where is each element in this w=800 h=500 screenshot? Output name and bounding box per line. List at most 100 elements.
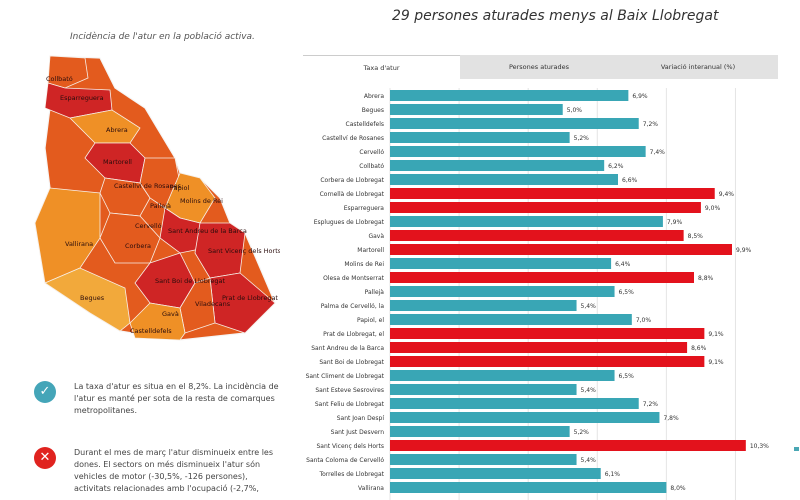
bar[interactable]	[390, 188, 715, 199]
chart-tabs: Taxa d'atur Persones aturades Variació i…	[303, 55, 778, 80]
bar[interactable]	[390, 160, 605, 171]
map-label: Papiol	[170, 184, 190, 192]
value-label: 9,1%	[708, 359, 724, 366]
bar[interactable]	[390, 146, 646, 157]
category-label: Martorell	[357, 247, 384, 254]
bar[interactable]	[390, 384, 577, 395]
value-label: 9,4%	[719, 191, 735, 198]
category-label: Esparreguera	[344, 205, 385, 212]
category-label: Sant Climent de Llobregat	[306, 373, 385, 380]
value-label: 10,3%	[750, 443, 769, 450]
value-label: 6,2%	[608, 163, 624, 170]
map-label: Martorell	[103, 158, 132, 166]
category-label: Castellví de Rosanes	[322, 135, 384, 142]
category-label: Santa Coloma de Cervelló	[306, 457, 384, 464]
bar[interactable]	[390, 398, 639, 409]
map-label: Pallejà	[150, 202, 171, 210]
category-label: Papiol, el	[357, 317, 384, 324]
bar[interactable]	[390, 356, 705, 367]
value-label: 5,4%	[581, 387, 597, 394]
map-label: Sant Boi de Llobregat	[155, 277, 226, 285]
map-label: Vallirana	[65, 240, 93, 248]
map-label: Viladecans	[195, 300, 231, 308]
check-icon: ✓	[34, 381, 56, 403]
bar[interactable]	[390, 90, 629, 101]
category-label: Vallirana	[358, 485, 384, 492]
map-labels: Collbató Esparreguera Abrera Martorell C…	[46, 75, 280, 335]
category-label: Corbera de Llobregat	[320, 177, 384, 184]
bar[interactable]	[390, 132, 570, 143]
bar[interactable]	[390, 328, 705, 339]
map-label: Molins de Rei	[180, 197, 223, 205]
map-label: Prat de Llobregat	[222, 294, 278, 302]
category-label: Begues	[362, 107, 384, 114]
tab-variacio-interanual[interactable]: Variació interanual (%)	[660, 63, 736, 71]
value-label: 7,2%	[643, 121, 659, 128]
tab-persones-aturades[interactable]: Persones aturades	[508, 63, 570, 71]
value-label: 6,5%	[619, 373, 635, 380]
bar[interactable]	[390, 468, 601, 479]
value-labels: 6,9% 5,0% 7,2% 5,2% 7,4% 6,2% 6,6% 9,4% 9,0% 7,9%…	[567, 93, 769, 492]
category-label: Sant Boi de Llobregat	[319, 359, 384, 366]
category-labels: Abrera Begues Castelldefels Castellví de Ro…	[306, 93, 385, 492]
tab-taxa-atur[interactable]: Taxa d'atur	[303, 55, 460, 80]
value-label: 9,9%	[736, 247, 752, 254]
category-label: Prat de Llobregat, el	[323, 331, 384, 338]
category-label: Sant Esteve Sesrovires	[315, 387, 384, 394]
bar[interactable]	[390, 286, 615, 297]
map-region	[69, 109, 141, 144]
category-label: Sant Just Desvern	[331, 429, 385, 436]
bar[interactable]	[390, 300, 577, 311]
value-label: 8,5%	[688, 233, 704, 240]
value-label: 5,2%	[574, 429, 590, 436]
category-label: Pallejà	[365, 289, 385, 296]
bar[interactable]	[390, 314, 632, 325]
category-label: Cervelló	[359, 149, 384, 156]
value-label: 7,9%	[667, 219, 683, 226]
value-label: 7,8%	[663, 415, 679, 422]
bar[interactable]	[390, 244, 732, 255]
value-label: 6,9%	[632, 93, 648, 100]
bar[interactable]	[390, 104, 563, 115]
value-label: 8,8%	[698, 275, 714, 282]
value-label: 7,4%	[650, 149, 666, 156]
category-label: Olesa de Montserrat	[323, 275, 385, 282]
bar[interactable]	[390, 174, 618, 185]
category-label: Collbató	[359, 163, 384, 170]
bar[interactable]	[390, 258, 612, 269]
category-label: Sant Feliu de Llobregat	[315, 401, 385, 408]
category-label: Palma de Cervelló, la	[321, 303, 385, 310]
bar[interactable]	[390, 118, 639, 129]
category-label: Sant Andreu de la Barca	[311, 345, 384, 352]
value-label: 6,5%	[619, 289, 635, 296]
value-label: 5,4%	[581, 457, 597, 464]
bar[interactable]	[390, 272, 694, 283]
bar[interactable]	[390, 440, 746, 451]
bar[interactable]	[390, 230, 684, 241]
bars	[390, 90, 746, 493]
bar[interactable]	[390, 412, 660, 423]
map-label: Sant Andreu de la Barca	[168, 227, 247, 235]
bar[interactable]	[390, 454, 577, 465]
bar[interactable]	[390, 216, 663, 227]
map-region	[129, 302, 186, 341]
bar[interactable]	[390, 426, 570, 437]
bar[interactable]	[390, 482, 667, 493]
bar[interactable]	[390, 370, 615, 381]
map-label: Sant Vicenç dels Horts	[208, 247, 280, 255]
bar[interactable]	[390, 202, 701, 213]
bar[interactable]	[390, 342, 688, 353]
scroll-indicator[interactable]	[794, 447, 799, 451]
cross-icon-symbol: ✕	[39, 450, 51, 465]
category-label: Sant Joan Despí	[337, 415, 385, 422]
note-text: La taxa d'atur es situa en el 8,2%. La i…	[74, 382, 279, 415]
category-label: Castelldefels	[346, 121, 384, 128]
map-label: Abrera	[106, 126, 128, 134]
cross-icon: ✕	[34, 447, 56, 469]
category-label: Molins de Rei	[344, 261, 384, 268]
chart-headline: 29 persones aturades menys al Baix Llobr…	[392, 8, 719, 24]
map-label: Collbató	[46, 75, 73, 83]
value-label: 6,6%	[622, 177, 638, 184]
category-label: Abrera	[364, 93, 384, 100]
map-label: Begues	[80, 294, 105, 302]
